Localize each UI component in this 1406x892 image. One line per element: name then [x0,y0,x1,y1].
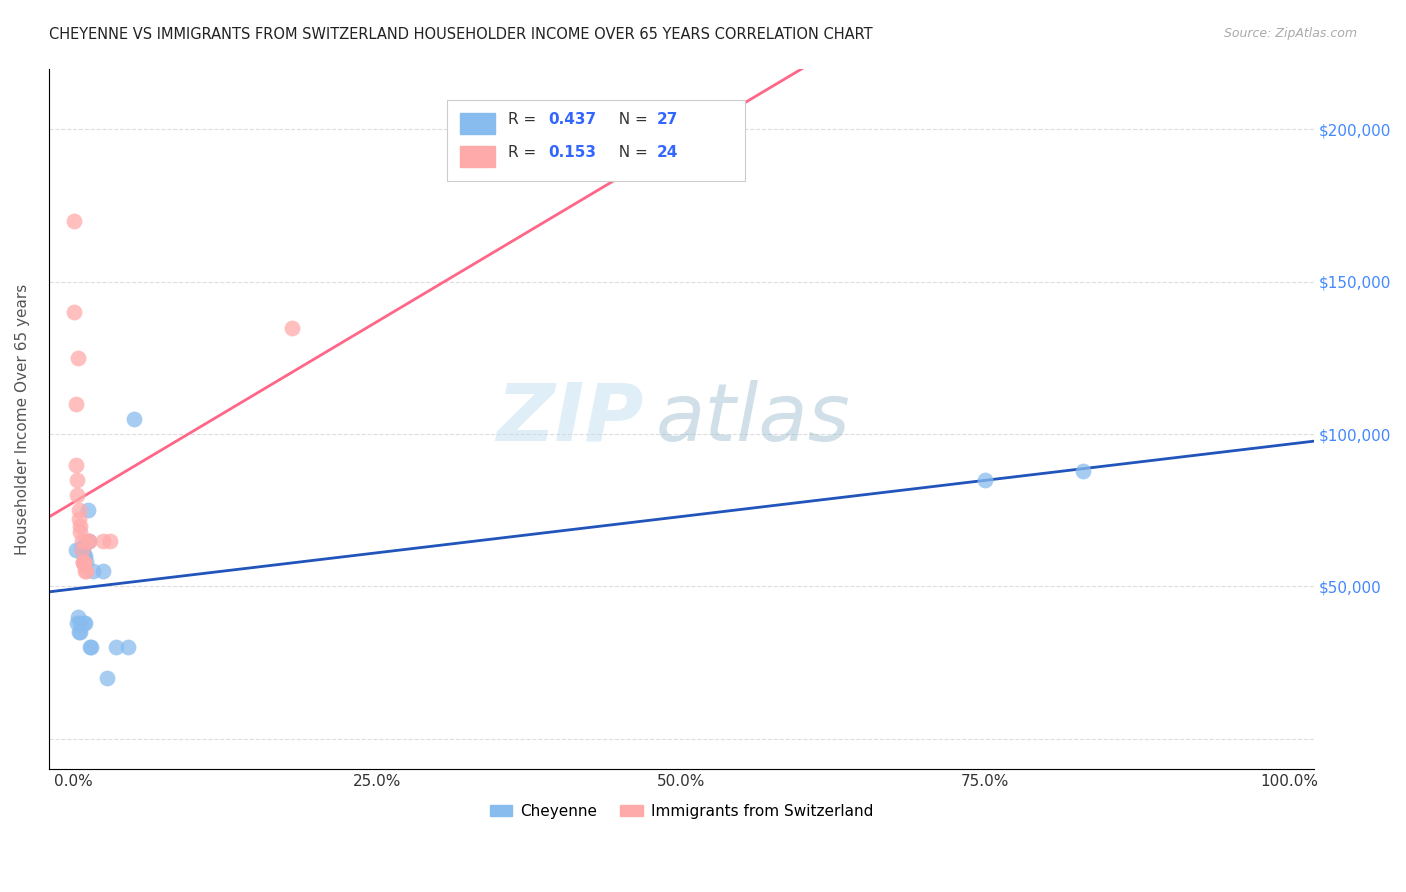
Point [73,558,96,573]
Point [73,615,96,630]
Text: N =: N = [609,145,652,160]
Text: R =: R = [508,145,541,160]
Text: 27: 27 [657,112,679,128]
Point [66,351,89,365]
Point [69,615,91,630]
Point [76,533,98,548]
Point [76,503,98,517]
Point [93,533,115,548]
Point [82,564,104,578]
Bar [460,145,495,167]
Point [93,564,115,578]
Point [75,564,97,578]
Bar [460,112,495,134]
Point [67,512,90,526]
Point [104,640,127,655]
Text: 24: 24 [657,145,679,160]
Point [63,214,86,228]
Text: R =: R = [508,112,541,128]
Point [122,412,145,426]
Text: CHEYENNE VS IMMIGRANTS FROM SWITZERLAND HOUSEHOLDER INCOME OVER 65 YEARS CORRELA: CHEYENNE VS IMMIGRANTS FROM SWITZERLAND … [49,27,873,42]
Point [77,533,100,548]
Point [67,625,90,640]
Point [72,543,94,558]
Point [63,305,86,319]
Point [65,458,87,472]
Text: atlas: atlas [657,380,851,458]
Point [72,540,94,554]
Point [70,543,93,558]
Point [79,640,101,655]
Point [69,625,91,640]
Point [73,549,96,563]
Point [70,533,93,548]
Point [75,555,97,569]
Text: ZIP: ZIP [496,380,644,458]
Point [65,543,87,558]
Point [117,640,139,655]
Point [69,524,91,539]
Point [72,555,94,569]
Point [66,473,89,487]
Point [96,671,118,685]
Legend: Cheyenne, Immigrants from Switzerland: Cheyenne, Immigrants from Switzerland [484,797,879,825]
Text: Source: ZipAtlas.com: Source: ZipAtlas.com [1223,27,1357,40]
Text: N =: N = [609,112,652,128]
Point [66,615,89,630]
Point [75,615,97,630]
Point [73,555,96,569]
Point [98,533,121,548]
Text: 0.437: 0.437 [548,112,596,128]
Point [65,397,87,411]
Point [281,320,304,334]
Point [72,555,94,569]
Point [75,549,97,563]
Text: 0.153: 0.153 [548,145,596,160]
FancyBboxPatch shape [447,100,745,181]
Point [1071,464,1094,478]
Point [70,540,93,554]
Point [66,610,89,624]
Point [75,564,97,578]
Point [974,473,997,487]
Point [69,518,91,533]
Point [70,543,93,558]
Point [77,533,100,548]
Point [66,488,89,502]
Y-axis label: Householder Income Over 65 years: Householder Income Over 65 years [15,284,30,555]
Point [67,503,90,517]
Point [80,640,103,655]
